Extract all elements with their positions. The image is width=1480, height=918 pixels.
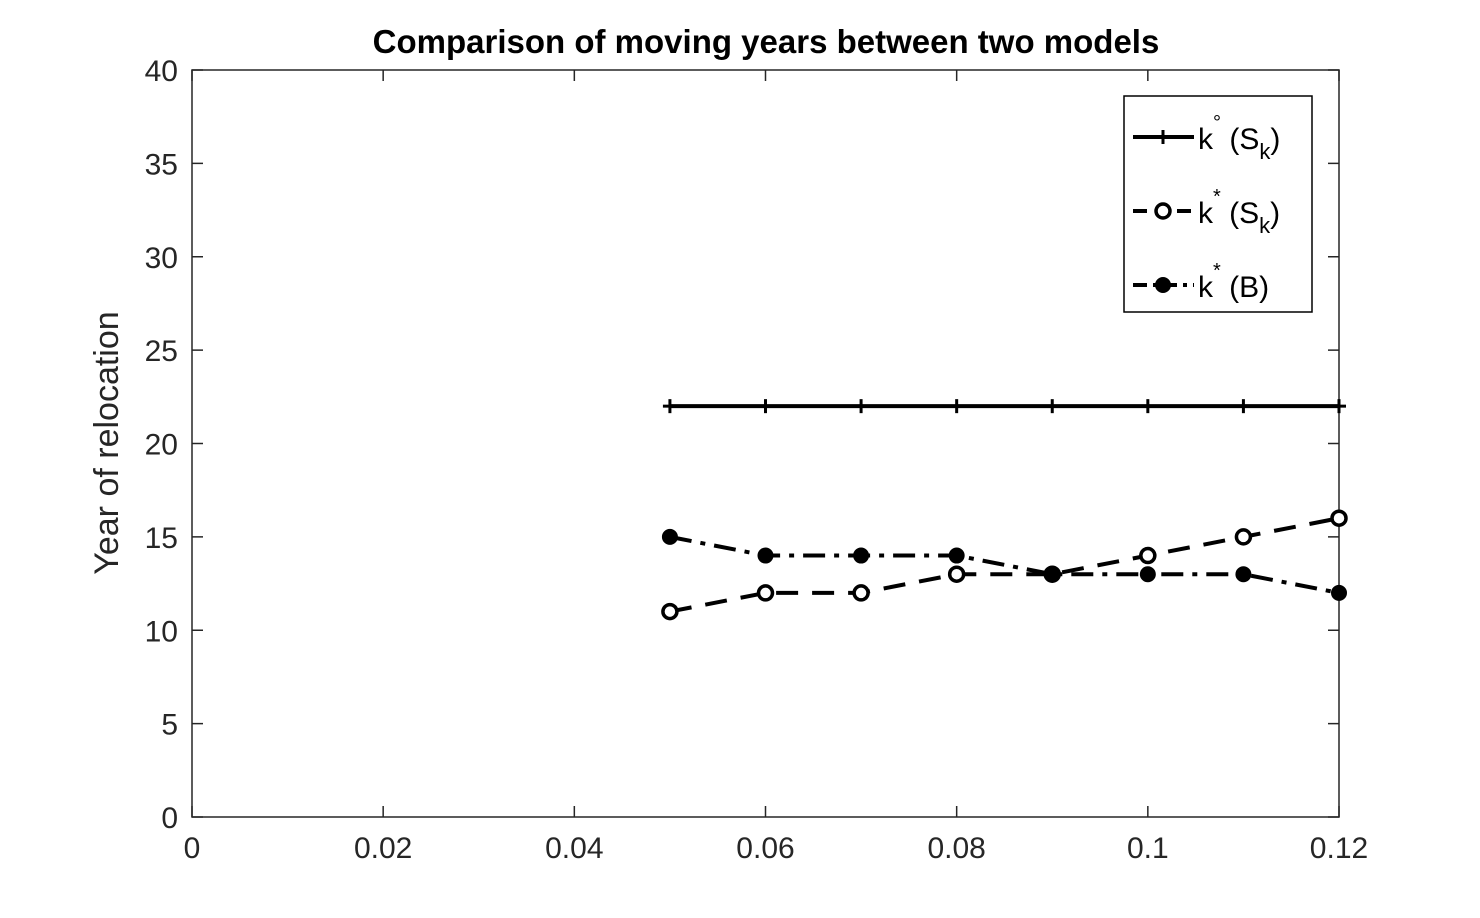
data-point-filled-circle (948, 547, 965, 564)
legend-box (1123, 95, 1313, 313)
data-point-plus (758, 399, 773, 414)
x-tick-label: 0.02 (354, 832, 412, 865)
legend: k° (Sk) k* (Sk) k* (B) (1123, 95, 1313, 313)
series-line (669, 516, 1340, 614)
x-tick-label: 0.06 (736, 832, 794, 865)
series-layer (661, 399, 1348, 621)
x-axis: 0 0.02 0.04 0.06 0.08 0.1 0.12 (184, 70, 1368, 865)
series-line (669, 534, 1340, 595)
data-point-open-circle (1234, 528, 1253, 546)
legend-label: k* (Sk) (1198, 186, 1280, 238)
y-tick-label: 5 (161, 709, 178, 742)
data-point-filled-circle (1235, 566, 1252, 583)
data-point-open-circle (947, 565, 966, 583)
y-tick-label: 35 (145, 148, 178, 181)
data-point-plus (1156, 130, 1170, 144)
series-1 (662, 399, 1346, 414)
x-tick-label: 0.04 (545, 832, 603, 865)
chart-title: Comparison of moving years between two m… (373, 23, 1160, 60)
data-point-filled-circle (757, 547, 774, 564)
data-point-plus (949, 399, 964, 414)
data-point-open-circle (1139, 546, 1157, 565)
data-point-filled-circle (853, 547, 870, 564)
series-3 (661, 528, 1347, 601)
data-point-filled-circle (1044, 566, 1061, 583)
y-tick-label: 0 (161, 802, 178, 835)
legend-label: k* (B) (1198, 260, 1269, 304)
data-point-plus (1236, 399, 1251, 414)
y-axis-label: Year of relocation (88, 311, 126, 574)
data-point-plus (1332, 399, 1346, 414)
data-point-plus (1140, 399, 1155, 414)
data-point-filled-circle (1331, 584, 1347, 601)
series-2 (661, 509, 1348, 621)
data-point-plus (662, 399, 677, 414)
data-point-open-circle (1154, 202, 1172, 220)
data-point-plus (1045, 399, 1060, 414)
y-tick-label: 30 (145, 242, 178, 275)
y-tick-label: 10 (145, 615, 178, 648)
y-tick-label: 40 (145, 55, 178, 88)
data-point-filled-circle (1139, 566, 1156, 583)
y-tick-label: 25 (145, 335, 178, 368)
x-tick-label: 0.08 (927, 832, 985, 865)
legend-entry-1: k° (Sk) (1133, 112, 1280, 164)
data-point-open-circle (1330, 509, 1348, 527)
data-point-filled-circle (661, 528, 678, 545)
data-point-open-circle (852, 584, 870, 602)
data-point-open-circle (756, 584, 775, 602)
data-point-open-circle (661, 602, 679, 621)
x-tick-label: 0.12 (1310, 832, 1368, 865)
y-tick-label: 15 (145, 522, 178, 555)
legend-entry-2: k* (Sk) (1133, 186, 1280, 238)
legend-entry-3: k* (B) (1133, 260, 1269, 304)
data-point-filled-circle (1155, 277, 1171, 293)
y-axis: 0 5 10 15 20 25 30 35 40 (145, 55, 1339, 835)
x-tick-label: 0.1 (1127, 832, 1169, 865)
data-point-plus (854, 399, 869, 414)
y-tick-label: 20 (145, 429, 178, 462)
x-tick-label: 0 (184, 832, 201, 865)
legend-label: k° (Sk) (1198, 112, 1280, 164)
